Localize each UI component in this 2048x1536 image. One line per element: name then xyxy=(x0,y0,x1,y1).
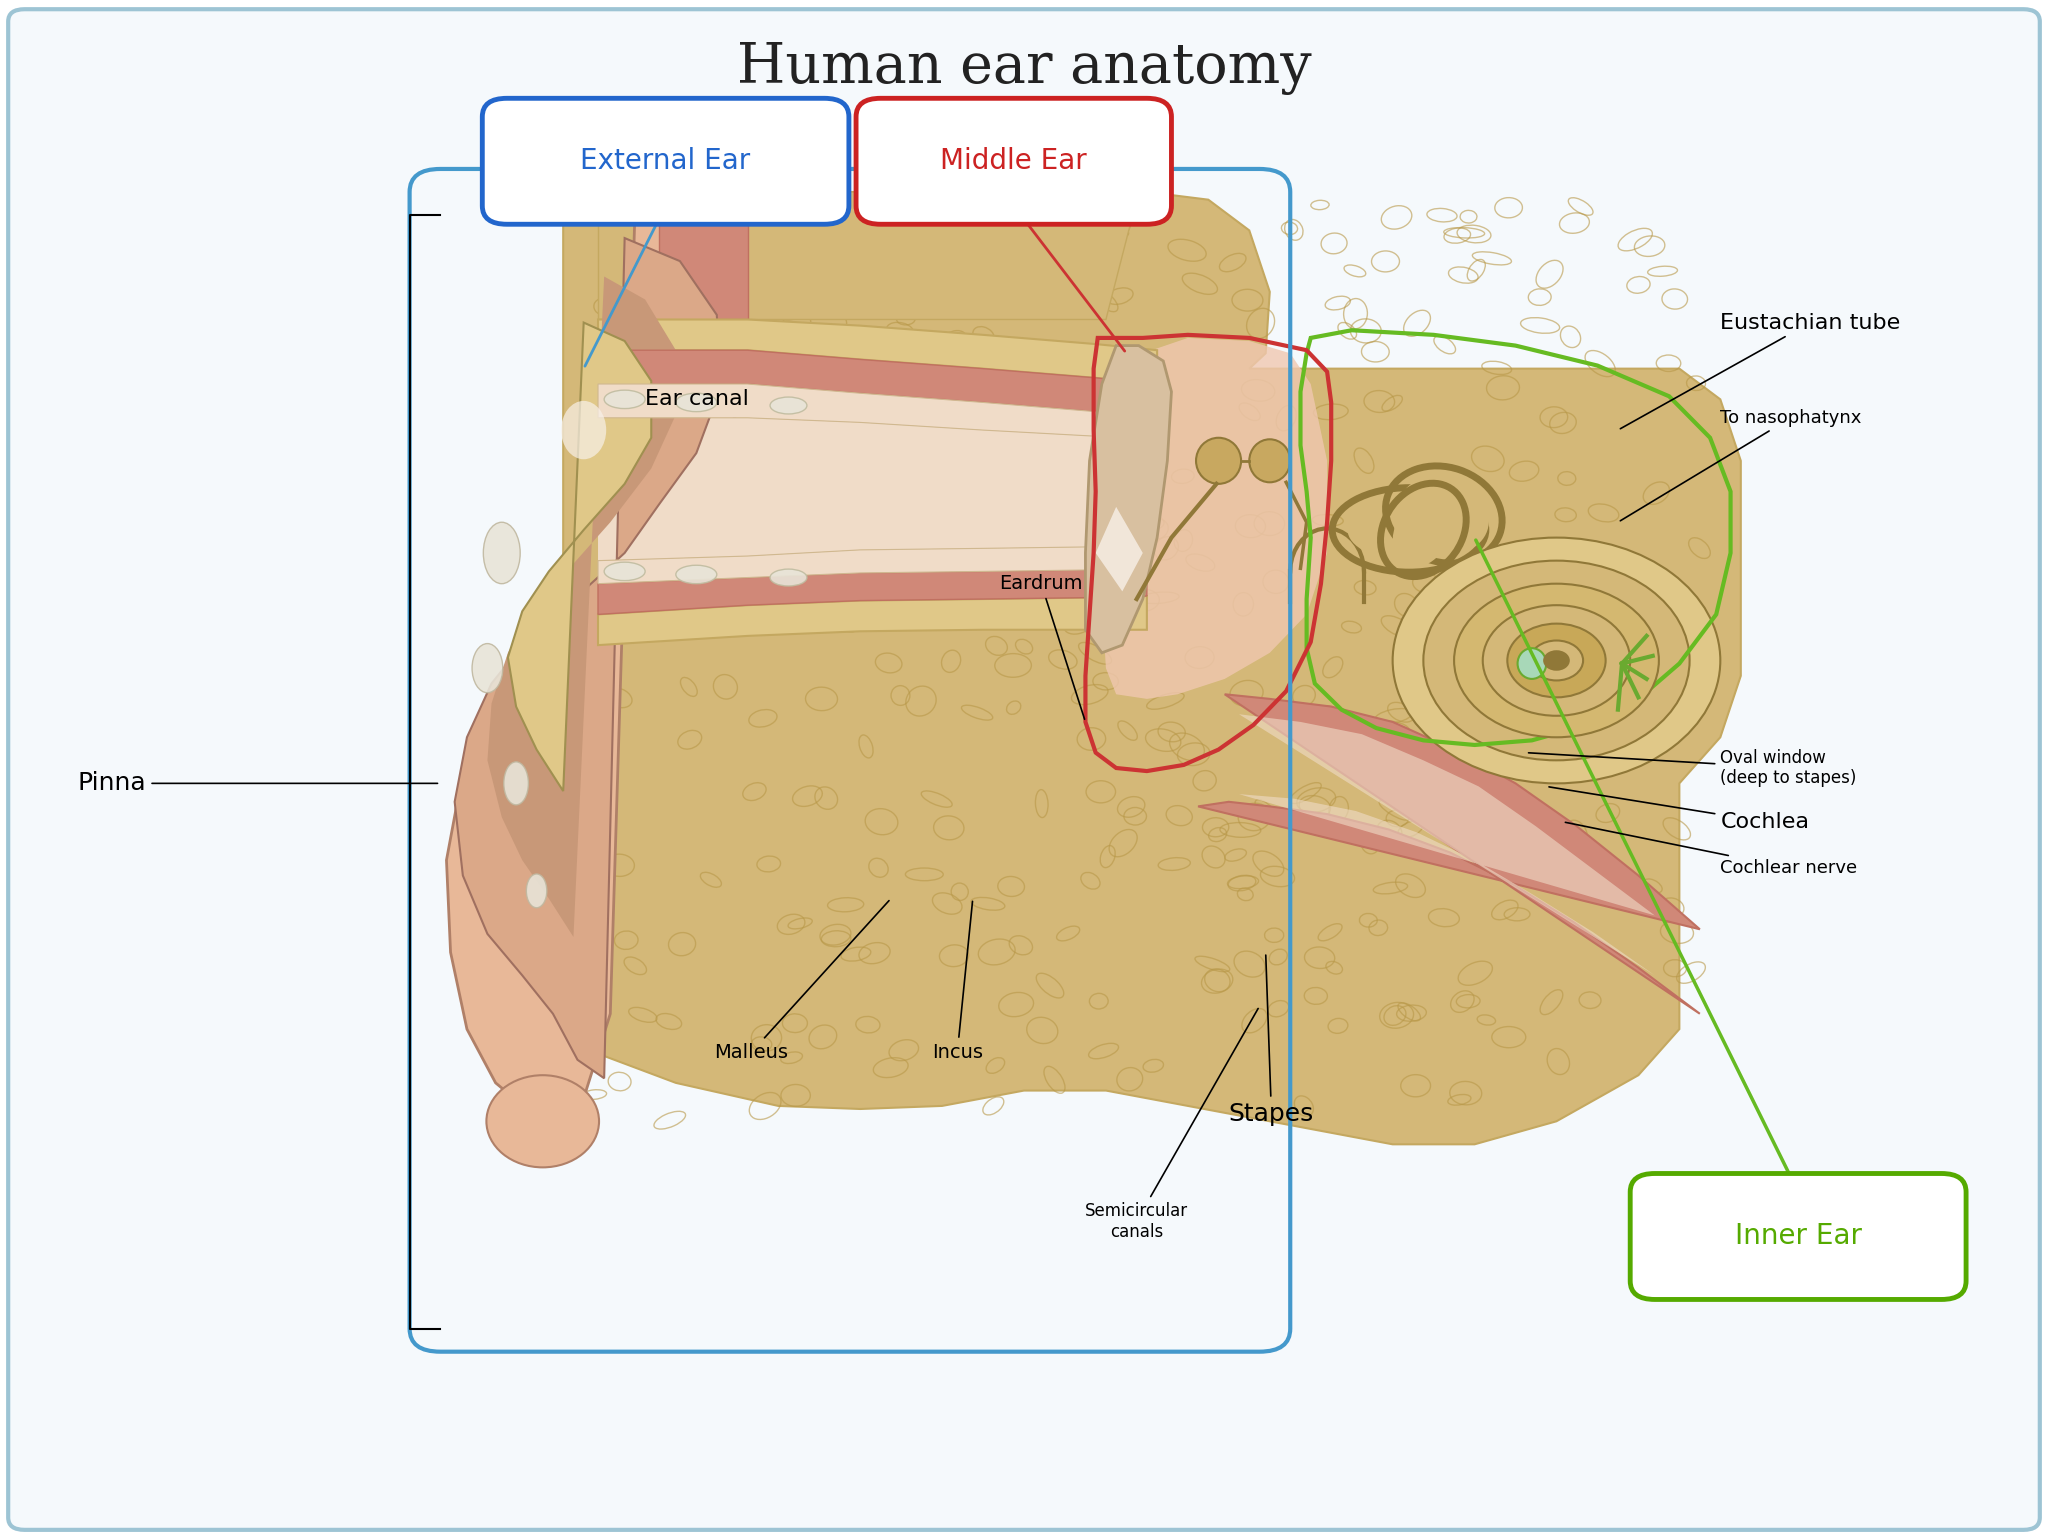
Ellipse shape xyxy=(483,522,520,584)
Text: Incus: Incus xyxy=(932,902,983,1061)
FancyBboxPatch shape xyxy=(483,98,848,224)
Ellipse shape xyxy=(1249,439,1290,482)
Polygon shape xyxy=(598,384,1157,439)
Polygon shape xyxy=(748,192,1137,319)
Ellipse shape xyxy=(604,562,645,581)
Ellipse shape xyxy=(1507,624,1606,697)
FancyBboxPatch shape xyxy=(8,9,2040,1530)
Polygon shape xyxy=(1102,338,1327,699)
Text: Cochlea: Cochlea xyxy=(1548,786,1808,833)
Ellipse shape xyxy=(604,390,645,409)
Ellipse shape xyxy=(1393,493,1454,567)
Ellipse shape xyxy=(770,396,807,415)
Text: To nasophatynx: To nasophatynx xyxy=(1620,409,1862,521)
Text: Stapes: Stapes xyxy=(1229,955,1315,1126)
Text: Cochlear nerve: Cochlear nerve xyxy=(1565,822,1858,877)
Text: Eardrum: Eardrum xyxy=(999,574,1085,719)
Polygon shape xyxy=(487,276,676,937)
Polygon shape xyxy=(659,192,748,319)
Text: Eustachian tube: Eustachian tube xyxy=(1620,312,1901,429)
Text: Semicircular
canals: Semicircular canals xyxy=(1085,1009,1257,1241)
Text: Oval window
(deep to stapes): Oval window (deep to stapes) xyxy=(1528,748,1858,788)
Ellipse shape xyxy=(1399,476,1489,553)
Ellipse shape xyxy=(676,565,717,584)
Ellipse shape xyxy=(770,570,807,587)
Polygon shape xyxy=(598,545,1147,584)
Ellipse shape xyxy=(1454,584,1659,737)
Ellipse shape xyxy=(561,401,606,459)
Polygon shape xyxy=(598,319,1157,384)
Ellipse shape xyxy=(526,874,547,908)
Ellipse shape xyxy=(1196,438,1241,484)
Ellipse shape xyxy=(676,393,717,412)
FancyBboxPatch shape xyxy=(1630,1174,1966,1299)
Ellipse shape xyxy=(1530,641,1583,680)
Text: Pinna: Pinna xyxy=(78,771,438,796)
Ellipse shape xyxy=(487,1075,600,1167)
Text: Inner Ear: Inner Ear xyxy=(1735,1223,1862,1250)
Ellipse shape xyxy=(504,762,528,805)
Polygon shape xyxy=(1085,346,1171,653)
Polygon shape xyxy=(455,238,721,1078)
Ellipse shape xyxy=(1423,561,1690,760)
Text: Human ear anatomy: Human ear anatomy xyxy=(737,40,1311,95)
Text: Malleus: Malleus xyxy=(715,900,889,1061)
Polygon shape xyxy=(598,568,1147,614)
Ellipse shape xyxy=(1483,605,1630,716)
Polygon shape xyxy=(1198,694,1700,1014)
Polygon shape xyxy=(508,323,651,791)
Ellipse shape xyxy=(1544,651,1569,670)
Polygon shape xyxy=(598,596,1147,645)
Text: External Ear: External Ear xyxy=(580,147,752,175)
Polygon shape xyxy=(1239,714,1655,975)
Ellipse shape xyxy=(471,644,504,693)
FancyBboxPatch shape xyxy=(856,98,1171,224)
Polygon shape xyxy=(598,418,1147,561)
Polygon shape xyxy=(598,192,659,319)
Polygon shape xyxy=(598,350,1157,415)
Ellipse shape xyxy=(1348,499,1470,561)
Text: Middle Ear: Middle Ear xyxy=(940,147,1087,175)
Ellipse shape xyxy=(1393,538,1720,783)
Polygon shape xyxy=(446,215,748,1124)
Polygon shape xyxy=(1096,507,1143,591)
Text: Ear canal: Ear canal xyxy=(645,389,750,410)
Polygon shape xyxy=(537,192,1741,1144)
Ellipse shape xyxy=(1518,648,1546,679)
